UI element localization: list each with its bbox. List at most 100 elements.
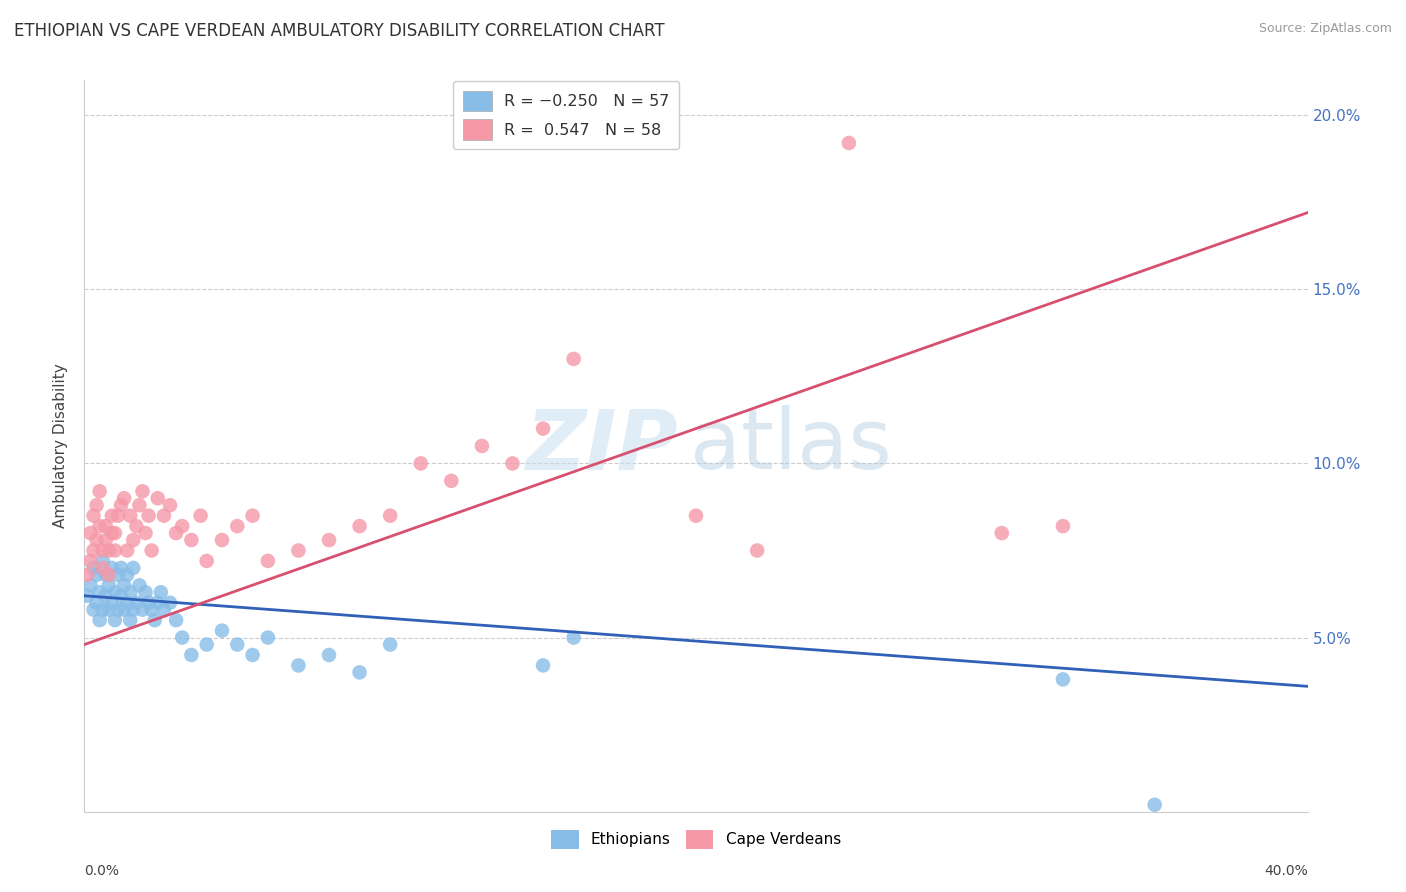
Point xyxy=(101,508,124,523)
Point xyxy=(94,533,117,547)
Point xyxy=(180,533,202,547)
Point xyxy=(79,578,101,592)
Point xyxy=(257,554,280,568)
Point xyxy=(838,136,860,150)
Point xyxy=(159,596,181,610)
Point xyxy=(97,578,120,592)
Point xyxy=(747,543,769,558)
Point xyxy=(89,484,111,499)
Point xyxy=(149,585,172,599)
Point xyxy=(153,603,176,617)
Point xyxy=(112,603,135,617)
Point xyxy=(318,648,340,662)
Point xyxy=(91,561,114,575)
Point xyxy=(122,603,145,617)
Point xyxy=(112,578,135,592)
Point xyxy=(349,519,371,533)
Point xyxy=(91,543,114,558)
Text: 0.0%: 0.0% xyxy=(84,864,120,878)
Point xyxy=(141,603,163,617)
Point xyxy=(86,596,108,610)
Point xyxy=(143,613,166,627)
Text: Source: ZipAtlas.com: Source: ZipAtlas.com xyxy=(1258,22,1392,36)
Point xyxy=(165,613,187,627)
Point xyxy=(685,508,707,523)
Point xyxy=(97,603,120,617)
Point xyxy=(120,613,142,627)
Point xyxy=(83,561,105,575)
Point xyxy=(97,543,120,558)
Point xyxy=(120,508,142,523)
Point xyxy=(86,533,108,547)
Point xyxy=(107,603,129,617)
Point xyxy=(110,498,132,512)
Point xyxy=(380,638,402,652)
Text: 40.0%: 40.0% xyxy=(1264,864,1308,878)
Point xyxy=(122,561,145,575)
Point xyxy=(97,567,120,582)
Point xyxy=(226,638,249,652)
Point xyxy=(110,589,132,603)
Point xyxy=(83,603,105,617)
Point xyxy=(83,508,105,523)
Point xyxy=(190,508,212,523)
Point xyxy=(287,543,309,558)
Point xyxy=(1143,797,1166,812)
Point xyxy=(159,498,181,512)
Point xyxy=(86,498,108,512)
Point xyxy=(122,533,145,547)
Text: ETHIOPIAN VS CAPE VERDEAN AMBULATORY DISABILITY CORRELATION CHART: ETHIOPIAN VS CAPE VERDEAN AMBULATORY DIS… xyxy=(14,22,665,40)
Point xyxy=(101,561,124,575)
Point xyxy=(135,585,157,599)
Point xyxy=(195,554,218,568)
Point xyxy=(991,526,1014,541)
Point xyxy=(531,421,554,435)
Point xyxy=(1052,519,1074,533)
Point xyxy=(502,457,524,471)
Point xyxy=(115,596,138,610)
Point xyxy=(112,491,135,506)
Point xyxy=(125,596,148,610)
Point xyxy=(89,519,111,533)
Point xyxy=(131,603,153,617)
Point xyxy=(104,585,127,599)
Point xyxy=(180,648,202,662)
Point xyxy=(125,519,148,533)
Point xyxy=(104,613,127,627)
Y-axis label: Ambulatory Disability: Ambulatory Disability xyxy=(53,364,69,528)
Point xyxy=(409,457,432,471)
Point xyxy=(94,589,117,603)
Point xyxy=(76,567,98,582)
Point xyxy=(380,508,402,523)
Point xyxy=(128,578,150,592)
Point xyxy=(76,589,98,603)
Point xyxy=(107,508,129,523)
Point xyxy=(120,585,142,599)
Point xyxy=(242,508,264,523)
Point xyxy=(91,603,114,617)
Text: ZIP: ZIP xyxy=(524,406,678,486)
Point xyxy=(94,567,117,582)
Point xyxy=(83,543,105,558)
Point xyxy=(79,554,101,568)
Point xyxy=(146,596,169,610)
Point xyxy=(211,533,233,547)
Point xyxy=(107,567,129,582)
Point xyxy=(349,665,371,680)
Point xyxy=(562,631,585,645)
Point xyxy=(141,543,163,558)
Point xyxy=(135,526,157,541)
Point xyxy=(287,658,309,673)
Point xyxy=(131,484,153,499)
Point xyxy=(153,508,176,523)
Point xyxy=(1052,673,1074,687)
Point xyxy=(318,533,340,547)
Point xyxy=(242,648,264,662)
Text: atlas: atlas xyxy=(690,406,891,486)
Point xyxy=(110,561,132,575)
Point xyxy=(101,596,124,610)
Legend: Ethiopians, Cape Verdeans: Ethiopians, Cape Verdeans xyxy=(546,823,846,855)
Point xyxy=(195,638,218,652)
Point xyxy=(471,439,494,453)
Point xyxy=(562,351,585,366)
